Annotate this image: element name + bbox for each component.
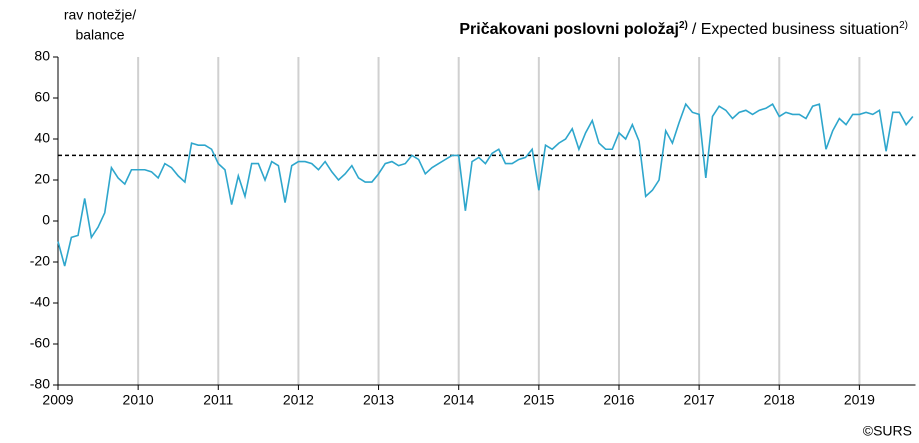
x-tick-label: 2015 [523,392,554,408]
data-line [57,102,914,267]
x-tick-label: 2018 [764,392,795,408]
y-axis-label: rav notežje/ [64,7,136,23]
title-note: 2) [679,20,688,31]
x-tick-label: 2011 [203,392,233,408]
x-tick-label: 2014 [443,392,474,408]
x-tick-label: 2017 [684,392,715,408]
subtitle-note: 2) [899,20,908,31]
subtitle: / Expected business situation [692,21,899,38]
x-tick-label: 2016 [603,392,634,408]
y-tick-label: -60 [30,335,50,351]
x-tick-label: 2013 [363,392,394,408]
y-tick-label: 80 [34,48,50,64]
y-tick-label: 60 [34,89,50,105]
y-tick-label: 0 [42,212,50,228]
source: ©SURS [863,423,912,439]
y-tick-label: 40 [34,130,50,146]
x-tick-label: 2019 [844,392,875,408]
x-tick-label: 2012 [283,392,314,408]
y-tick-label: -80 [30,376,50,392]
y-tick-label: 20 [34,171,50,187]
y-tick-label: -20 [30,253,50,269]
y-axis-label: balance [75,27,124,43]
x-tick-label: 2010 [123,392,154,408]
title: Pričakovani poslovni položaj [459,21,679,38]
y-tick-label: -40 [30,294,50,310]
chart-title: Pričakovani poslovni položaj2) / Expected… [459,20,908,39]
x-tick-label: 2009 [42,392,73,408]
